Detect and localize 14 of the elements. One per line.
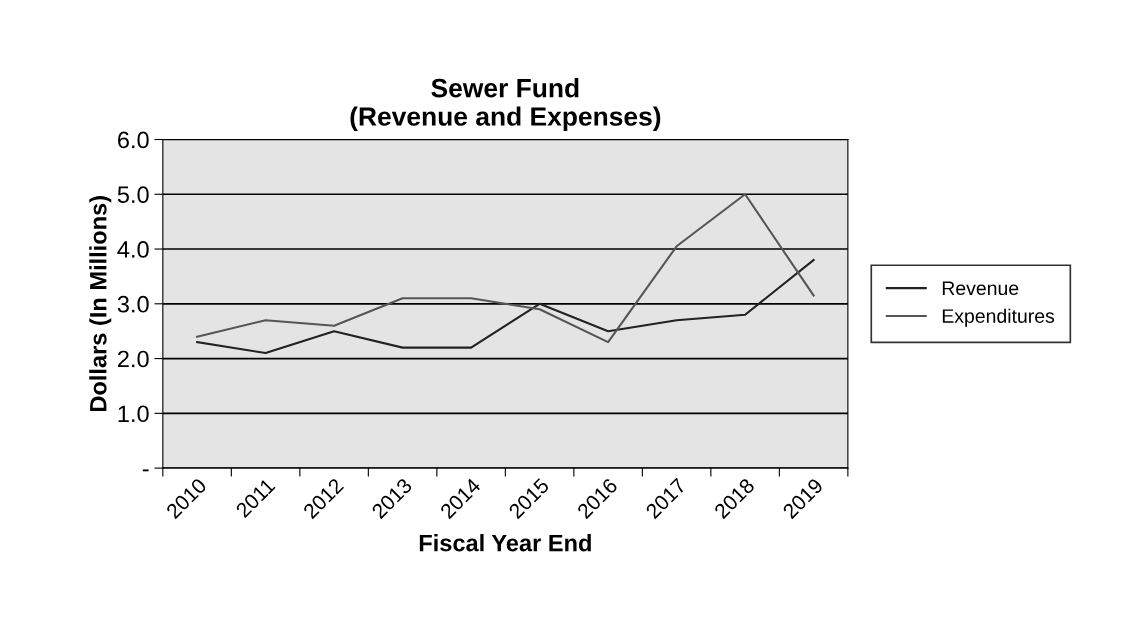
y-tick-label: 3.0 bbox=[117, 295, 149, 313]
x-axis-title: Fiscal Year End bbox=[419, 534, 591, 552]
line-series bbox=[196, 258, 815, 355]
y-tick-label: 4.0 bbox=[117, 241, 149, 258]
y-tick-label: - bbox=[142, 469, 149, 472]
legend-label: Expenditures bbox=[942, 308, 1055, 327]
chart-title: Sewer Fund (Revenue and Expenses) bbox=[350, 78, 661, 132]
line-series bbox=[196, 193, 815, 344]
y-tick-label: 5.0 bbox=[117, 186, 149, 204]
y-tick-label: 1.0 bbox=[118, 405, 149, 423]
y-tick-label: 2.0 bbox=[118, 350, 149, 368]
y-axis-title: Dollars (In Millions) bbox=[89, 196, 112, 412]
legend-label: Revenue bbox=[942, 281, 1019, 296]
y-tick-label: 6.0 bbox=[118, 131, 149, 149]
